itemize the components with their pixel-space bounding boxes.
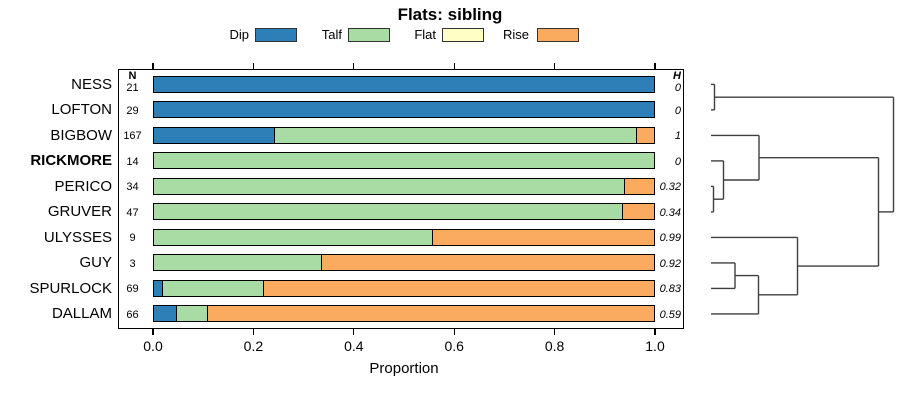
h-column-header: H — [673, 70, 681, 82]
row-label-gruver: GRUVER — [47, 203, 112, 221]
n-value-ulysses: 9 — [129, 232, 136, 245]
axis-tick-label: 0.2 — [243, 338, 264, 354]
bar-segment-rise — [624, 178, 654, 194]
axis-tick-top — [554, 63, 556, 69]
n-value-bigbow: 167 — [123, 130, 142, 143]
n-value-guy: 3 — [129, 257, 136, 270]
axis-tick-label: 0.6 — [444, 338, 464, 354]
axis-tick-bottom — [252, 329, 254, 335]
bar-spurlock — [153, 279, 655, 297]
axis-tick-label: 0.4 — [344, 338, 364, 354]
row-label-ness: NESS — [71, 75, 112, 93]
axis-tick-bottom — [453, 329, 455, 335]
h-value-lofton: 0 — [674, 104, 681, 117]
bar-segment-rise — [636, 127, 654, 143]
axis-tick-top — [252, 63, 254, 69]
row-label-perico: PERICO — [54, 177, 112, 195]
bar-segment-rise — [207, 306, 654, 322]
axis-tick-top — [353, 63, 355, 69]
h-value-spurlock: 0.83 — [659, 283, 681, 296]
axis-tick-top — [152, 63, 154, 69]
h-value-gruver: 0.34 — [659, 206, 681, 219]
axis-tick-top — [453, 63, 455, 69]
row-label-ulysses: ULYSSES — [43, 228, 112, 246]
bar-gruver — [153, 203, 655, 221]
n-value-spurlock: 69 — [126, 283, 139, 296]
bar-segment-rise — [622, 204, 654, 220]
bar-segment-rise — [432, 229, 654, 245]
bar-segment-talf — [154, 178, 624, 194]
legend-label-dip: Dip — [229, 27, 249, 42]
h-value-guy: 0.92 — [659, 257, 681, 270]
legend-swatch-flat-icon — [442, 28, 484, 42]
legend-swatch-dip-icon — [255, 28, 297, 42]
bar-lofton — [153, 101, 655, 119]
bar-segment-talf — [154, 153, 654, 169]
bar-rickmore — [153, 152, 655, 170]
row-label-dallam: DALLAM — [51, 305, 112, 323]
n-value-perico: 34 — [126, 181, 139, 194]
bar-perico — [153, 177, 655, 195]
n-column-header: N — [128, 70, 137, 82]
h-value-ulysses: 0.99 — [659, 232, 681, 245]
legend-swatch-rise-icon — [537, 28, 579, 42]
axis-tick-bottom — [654, 329, 656, 335]
bar-segment-dip — [154, 127, 274, 143]
n-value-dallam: 66 — [126, 308, 139, 321]
legend-label-rise: Rise — [502, 27, 529, 42]
row-label-bigbow: BIGBOW — [50, 126, 112, 144]
bar-segment-talf — [154, 229, 432, 245]
bar-segment-dip — [154, 102, 654, 118]
bar-segment-talf — [161, 280, 263, 296]
bar-segment-talf — [154, 204, 622, 220]
chart-title: Flats: sibling — [397, 5, 503, 24]
h-value-dallam: 0.59 — [659, 308, 681, 321]
bar-segment-talf — [176, 306, 207, 322]
row-label-spurlock: SPURLOCK — [29, 279, 112, 297]
bar-segment-rise — [262, 280, 654, 296]
bar-ulysses — [153, 228, 655, 246]
h-value-rickmore: 0 — [674, 155, 681, 168]
n-value-rickmore: 14 — [126, 155, 139, 168]
n-value-lofton: 29 — [126, 104, 139, 117]
axis-tick-top — [654, 63, 656, 69]
bar-segment-dip — [154, 306, 176, 322]
row-label-lofton: LOFTON — [51, 101, 112, 119]
bar-dallam — [153, 305, 655, 323]
row-label-rickmore: RICKMORE — [30, 152, 112, 170]
axis-tick-label: 0.0 — [143, 338, 163, 354]
bar-segment-talf — [274, 127, 636, 143]
axis-tick-bottom — [353, 329, 355, 335]
bar-segment-dip — [154, 280, 162, 296]
bar-ness — [153, 75, 655, 93]
axis-tick-label: 1.0 — [645, 338, 665, 354]
axis-tick-label: 0.8 — [544, 338, 565, 354]
legend-label-flat: Flat — [414, 27, 436, 42]
bar-segment-dip — [154, 76, 654, 92]
row-label-guy: GUY — [79, 254, 112, 272]
legend-swatch-talf-icon — [348, 28, 390, 42]
bar-segment-rise — [320, 255, 654, 271]
x-axis-label: Proportion — [369, 360, 439, 377]
axis-tick-bottom — [554, 329, 556, 335]
legend-label-talf: Talf — [321, 27, 342, 42]
bar-segment-talf — [154, 255, 321, 271]
bar-bigbow — [153, 126, 655, 144]
n-value-ness: N 21 — [126, 70, 139, 94]
h-value-perico: 0.32 — [659, 181, 681, 194]
n-value-gruver: 47 — [126, 206, 139, 219]
axis-tick-bottom — [152, 329, 154, 335]
bar-guy — [153, 254, 655, 272]
h-value-bigbow: 1 — [674, 130, 681, 143]
